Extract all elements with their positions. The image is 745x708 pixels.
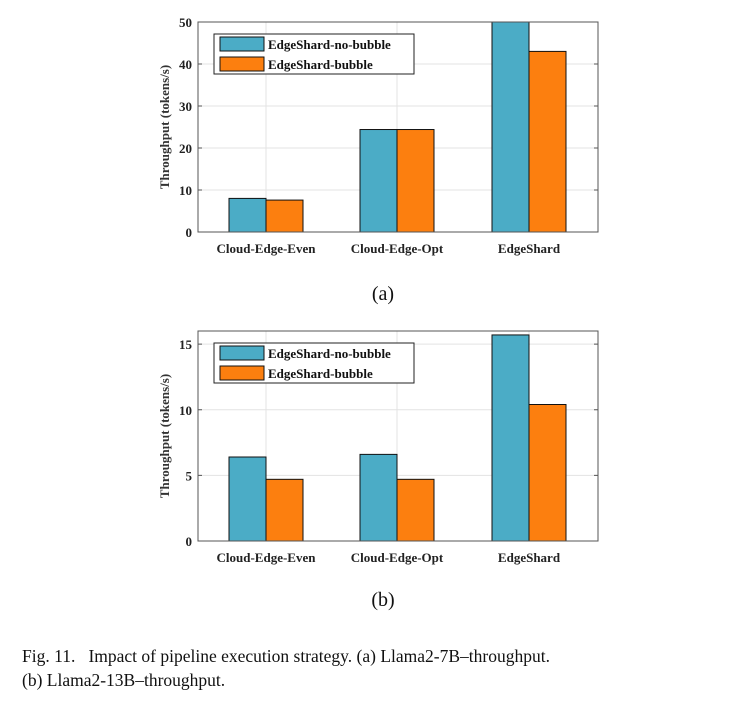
y-tick-label: 0 — [186, 534, 193, 549]
axes-box — [197, 21, 599, 233]
y-tick-label: 10 — [179, 403, 192, 418]
chart-panel-b: 0 5 10 15 Cloud-Edge-Even Cloud-Edge-Opt EdgeS… — [157, 330, 599, 611]
x-tick-label: EdgeShard — [498, 241, 561, 256]
x-tick-label: Cloud-Edge-Opt — [351, 241, 444, 256]
x-tick-label: EdgeShard — [498, 550, 561, 565]
panel-label: (a) — [372, 283, 394, 305]
bar-edgeshard-bubble-cloud-edge-even — [265, 478, 304, 542]
legend-swatch — [219, 365, 265, 381]
bar-edgeshard-no-bubble-edgeshard — [491, 21, 530, 233]
bar-edgeshard-no-bubble-cloud-edge-even — [228, 197, 267, 233]
y-axis-label: Throughput (tokens/s) — [157, 374, 172, 498]
caption-line-2: (b) Llama2-13B–throughput. — [22, 670, 226, 690]
y-axis-label: Throughput (tokens/s) — [157, 65, 172, 189]
bar-edgeshard-bubble-cloud-edge-opt — [396, 129, 435, 233]
legend: EdgeShard-no-bubble EdgeShard-bubble — [213, 342, 415, 384]
panel-label: (b) — [371, 589, 394, 611]
bar-edgeshard-bubble-edgeshard — [528, 404, 567, 542]
bar-edgeshard-no-bubble-cloud-edge-opt — [359, 453, 398, 542]
y-tick-label: 5 — [186, 468, 193, 483]
bar-edgeshard-no-bubble-cloud-edge-even — [228, 456, 267, 542]
legend-swatch — [219, 36, 265, 52]
legend-label: EdgeShard-no-bubble — [268, 37, 391, 52]
x-tick-label: Cloud-Edge-Even — [217, 550, 317, 565]
bar-edgeshard-bubble-cloud-edge-even — [265, 199, 304, 233]
y-tick-label: 15 — [179, 337, 193, 352]
y-tick-label: 10 — [179, 183, 192, 198]
caption-line-1: Fig. 11. Impact of pipeline execution st… — [22, 646, 550, 666]
x-tick-label: Cloud-Edge-Even — [217, 241, 317, 256]
legend: EdgeShard-no-bubble EdgeShard-bubble — [213, 33, 415, 75]
bar-edgeshard-no-bubble-cloud-edge-opt — [359, 129, 398, 233]
legend-swatch — [219, 56, 265, 72]
y-tick-label: 0 — [186, 225, 193, 240]
bar-edgeshard-bubble-cloud-edge-opt — [396, 478, 435, 542]
axes-box — [197, 330, 599, 542]
y-tick-label: 40 — [179, 57, 192, 72]
y-tick-label: 30 — [179, 99, 192, 114]
x-tick-label: Cloud-Edge-Opt — [351, 550, 444, 565]
legend-label: EdgeShard-bubble — [268, 57, 373, 72]
y-tick-label: 50 — [179, 15, 192, 30]
legend-swatch — [219, 345, 265, 361]
chart-panel-a: 0 10 20 30 40 50 Cloud-Edge-Even Cloud-Edge-Opt… — [157, 15, 599, 305]
legend-label: EdgeShard-bubble — [268, 366, 373, 381]
y-tick-label: 20 — [179, 141, 192, 156]
bar-edgeshard-no-bubble-edgeshard — [491, 334, 530, 542]
figure-caption: Fig. 11. Impact of pipeline execution st… — [22, 644, 742, 692]
legend-label: EdgeShard-no-bubble — [268, 346, 391, 361]
bar-edgeshard-bubble-edgeshard — [528, 50, 567, 233]
